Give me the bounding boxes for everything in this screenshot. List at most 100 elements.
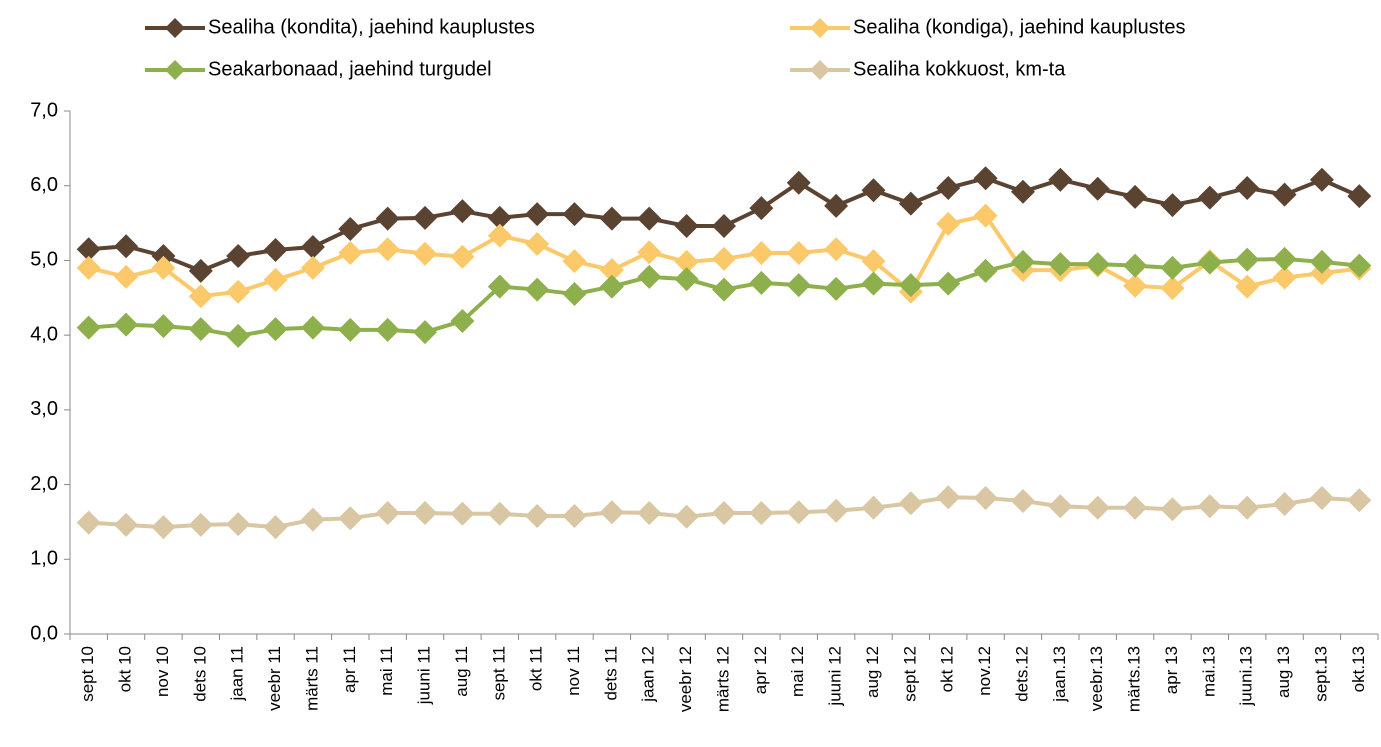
marker	[674, 214, 699, 239]
x-tick-label: okt.13	[1349, 646, 1368, 692]
marker	[338, 217, 363, 242]
marker	[712, 277, 736, 302]
marker	[1347, 488, 1372, 513]
marker	[936, 485, 961, 510]
marker	[674, 249, 699, 274]
marker	[898, 191, 923, 216]
marker	[1048, 252, 1073, 277]
marker	[973, 203, 998, 228]
marker	[674, 504, 699, 529]
marker	[114, 234, 139, 259]
x-tick-label: mai 11	[377, 646, 396, 696]
marker	[1235, 247, 1260, 272]
x-tick-label: sept.13	[1311, 646, 1330, 702]
marker	[1160, 193, 1185, 218]
marker	[1309, 167, 1334, 192]
marker	[936, 175, 961, 200]
marker	[1085, 176, 1110, 201]
marker	[637, 206, 662, 231]
marker	[300, 255, 325, 280]
x-tick-label: mai.13	[1199, 646, 1218, 697]
x-tick-label: märts 11	[302, 646, 321, 711]
y-tick-label: 4,0	[30, 323, 58, 345]
marker	[1235, 274, 1260, 299]
marker	[188, 258, 213, 283]
marker	[637, 264, 662, 289]
marker	[114, 512, 139, 537]
x-tick-label: sept 12	[900, 646, 919, 702]
marker	[562, 503, 587, 528]
marker	[300, 234, 325, 259]
y-tick-label: 1,0	[30, 548, 58, 570]
marker	[1272, 246, 1297, 271]
marker	[749, 196, 774, 221]
marker	[1123, 253, 1148, 278]
marker	[1123, 273, 1148, 298]
marker	[76, 255, 101, 280]
marker	[1160, 497, 1185, 522]
x-tick-label: jaan.13	[1050, 646, 1069, 703]
marker	[375, 237, 400, 262]
marker	[151, 515, 176, 540]
marker	[936, 271, 961, 296]
x-tick-label: aug 12	[863, 646, 882, 698]
marker	[599, 206, 624, 231]
marker	[1123, 184, 1148, 209]
marker	[450, 308, 475, 333]
marker	[226, 279, 251, 304]
x-tick-label: veebr 11	[265, 646, 284, 711]
marker	[188, 284, 213, 309]
x-tick-label: veebr 12	[676, 646, 695, 712]
x-tick-label: sept 11	[489, 646, 508, 701]
legend-label: Seakarbonaad, jaehind turgudel	[208, 58, 492, 80]
marker	[263, 267, 288, 292]
marker	[76, 315, 101, 340]
x-tick-label: dets 10	[190, 646, 209, 702]
x-tick-label: veebr.13	[1087, 646, 1106, 711]
marker	[824, 498, 849, 523]
marker	[599, 500, 624, 525]
x-tick-label: nov 10	[153, 646, 172, 697]
marker	[300, 507, 325, 532]
marker	[338, 317, 363, 342]
marker	[525, 503, 550, 528]
marker	[1048, 167, 1073, 192]
marker	[824, 237, 849, 262]
marker	[338, 506, 363, 531]
marker	[973, 166, 998, 191]
marker	[1197, 494, 1222, 519]
x-tick-label: okt 10	[116, 646, 135, 692]
marker	[487, 274, 512, 299]
marker	[749, 500, 774, 525]
marker	[1347, 184, 1372, 209]
marker	[114, 312, 139, 337]
marker	[973, 486, 998, 511]
marker	[375, 317, 400, 342]
marker	[487, 501, 512, 526]
marker	[637, 500, 662, 525]
marker	[76, 510, 101, 535]
y-tick-label: 6,0	[30, 174, 58, 196]
marker	[1010, 179, 1035, 204]
marker	[936, 211, 961, 236]
marker	[300, 315, 325, 340]
x-tick-label: märts.13	[1125, 646, 1144, 712]
marker	[786, 273, 811, 298]
marker	[861, 271, 886, 296]
legend-marker	[165, 18, 185, 38]
marker	[786, 170, 811, 195]
marker	[898, 273, 923, 298]
marker	[413, 205, 438, 230]
x-tick-label: okt 11	[527, 646, 546, 691]
marker	[1123, 495, 1148, 520]
marker	[525, 231, 550, 256]
marker	[786, 240, 811, 265]
marker	[525, 202, 550, 227]
marker	[749, 240, 774, 265]
marker	[226, 243, 251, 268]
marker	[674, 267, 699, 292]
marker	[263, 515, 288, 540]
x-tick-label: apr 13	[1162, 646, 1181, 694]
x-tick-label: nov.12	[975, 646, 994, 696]
